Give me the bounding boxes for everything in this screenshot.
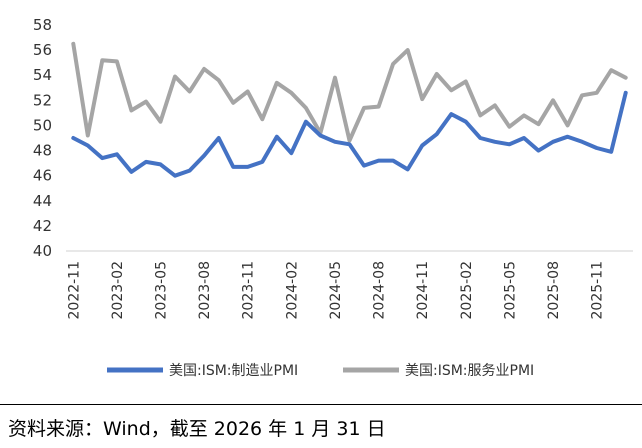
x-tick-label: 2024-11: [415, 261, 431, 320]
series-lines: [71, 41, 628, 178]
y-tick-label: 46: [33, 167, 52, 185]
x-tick-label: 2025-05: [502, 261, 518, 320]
x-tick-label: 2025-02: [459, 261, 475, 320]
x-tick-label: 2023-05: [154, 261, 170, 320]
y-tick-label: 54: [33, 66, 52, 84]
y-tick-label: 50: [33, 116, 52, 134]
x-tick-label: 2023-02: [110, 261, 126, 320]
y-tick-label: 58: [33, 16, 52, 34]
y-tick-label: 48: [33, 142, 52, 160]
x-tick-label: 2024-02: [284, 261, 300, 320]
source-divider: [0, 404, 642, 405]
x-tick-label: 2025-11: [590, 261, 606, 320]
y-tick-label: 56: [33, 41, 52, 59]
y-tick-label: 44: [33, 192, 52, 210]
y-tick-label: 40: [33, 242, 52, 260]
x-tick-label: 2025-08: [546, 261, 562, 320]
legend-label-manufacturing: 美国:ISM:制造业PMI: [169, 363, 298, 379]
source-note: 资料来源：Wind，截至 2026 年 1 月 31 日: [8, 418, 386, 440]
x-tick-label: 2023-08: [197, 261, 213, 320]
x-tick-label: 2024-08: [372, 261, 388, 320]
x-tick-label: 2024-05: [328, 261, 344, 320]
services-pmi-line: [71, 41, 628, 143]
manufacturing-pmi-line: [71, 90, 628, 178]
y-axis-ticks: 40 42 44 46 48 50 52 54 56 58: [33, 16, 52, 260]
legend-label-services: 美国:ISM:服务业PMI: [405, 363, 534, 379]
y-tick-label: 52: [33, 91, 52, 109]
x-tick-label: 2023-11: [241, 261, 257, 320]
x-axis-ticks: 2022-11 2023-02 2023-05 2023-08 2023-11 2024-…: [66, 261, 605, 320]
line-chart: 40 42 44 46 48 50 52 54 56 58 2022-11 2023-02 2023-…: [33, 16, 633, 379]
legend: 美国:ISM:制造业PMI 美国:ISM:服务业PMI: [107, 363, 534, 379]
y-tick-label: 42: [33, 217, 52, 235]
x-tick-label: 2022-11: [66, 261, 82, 320]
